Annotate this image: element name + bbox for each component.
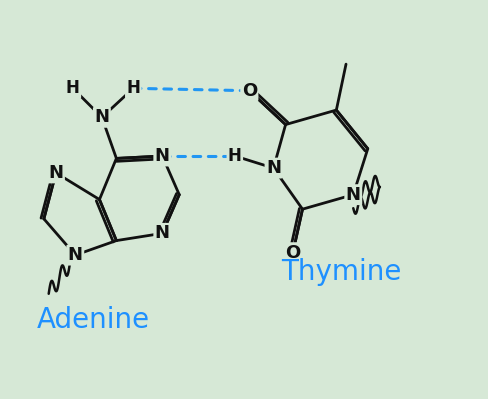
Text: N: N: [155, 147, 169, 165]
Text: H: H: [126, 79, 140, 97]
Text: N: N: [68, 246, 82, 264]
Text: N: N: [155, 224, 169, 242]
Text: O: O: [241, 82, 256, 100]
Text: H: H: [66, 79, 80, 97]
Text: N: N: [345, 186, 360, 203]
Text: N: N: [48, 164, 63, 182]
Text: N: N: [265, 159, 281, 177]
Text: Thymine: Thymine: [281, 258, 401, 286]
Text: H: H: [227, 147, 241, 165]
Text: O: O: [285, 244, 300, 262]
Text: Adenine: Adenine: [37, 306, 149, 334]
Text: N: N: [94, 108, 109, 126]
